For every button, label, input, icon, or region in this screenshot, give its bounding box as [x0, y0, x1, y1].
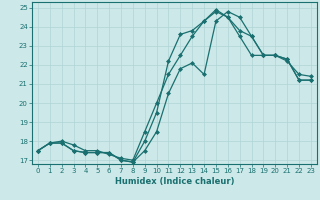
X-axis label: Humidex (Indice chaleur): Humidex (Indice chaleur) [115, 177, 234, 186]
